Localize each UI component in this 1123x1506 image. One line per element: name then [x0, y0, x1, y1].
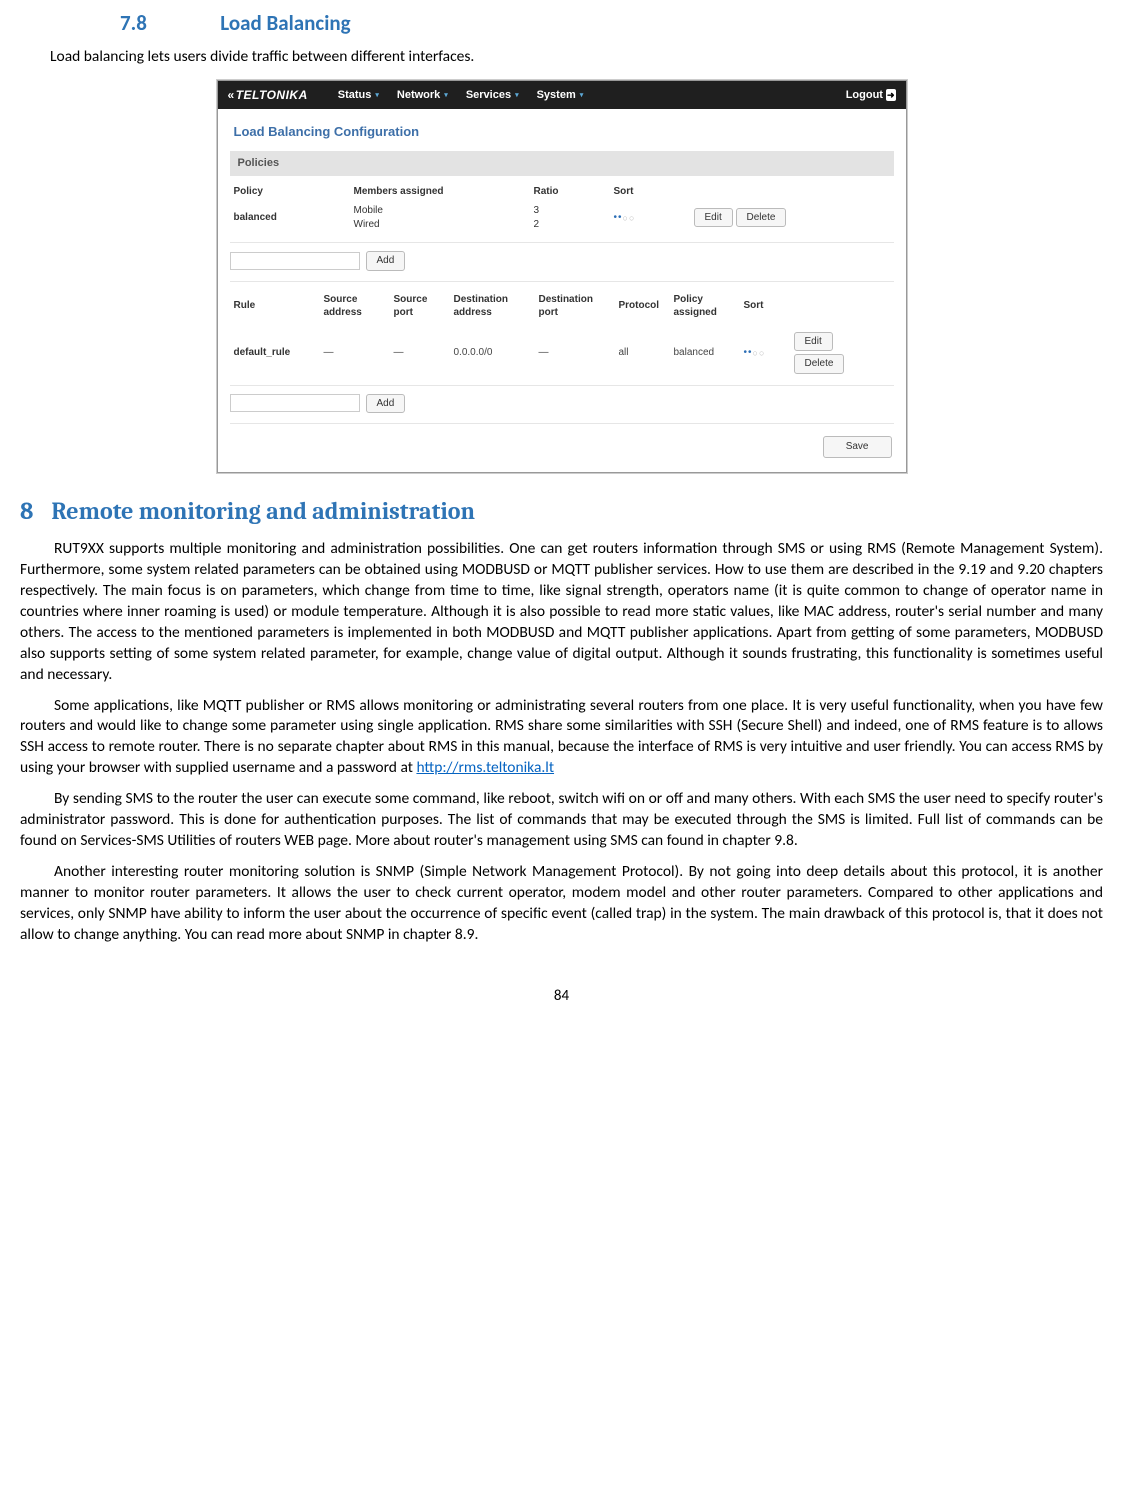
topbar: TELTONIKA Status Network Services System… — [218, 81, 906, 109]
edit-button[interactable]: Edit — [794, 332, 833, 352]
member-2: Wired — [354, 218, 526, 232]
ratio-2: 2 — [534, 218, 606, 232]
save-button[interactable]: Save — [823, 436, 892, 458]
screenshot-body: Load Balancing Configuration Policies Po… — [218, 109, 906, 471]
col-policy-assigned: Policy assigned — [670, 290, 740, 323]
col-protocol: Protocol — [615, 296, 670, 316]
col-src-port: Source port — [390, 290, 450, 323]
rule-name: default_rule — [230, 343, 320, 363]
col-sort: Sort — [610, 182, 690, 202]
nav-network[interactable]: Network — [397, 88, 448, 103]
rule-dst-addr: 0.0.0.0/0 — [450, 343, 535, 363]
paragraph-2-text: Some applications, like MQTT publisher o… — [20, 696, 1103, 778]
member-1: Mobile — [354, 204, 526, 218]
rule-policy: balanced — [670, 343, 740, 363]
heading-7-8: 7.8 Load Balancing — [120, 8, 1103, 39]
top-nav: Status Network Services System — [338, 88, 846, 103]
section-number: 7.8 — [120, 9, 215, 37]
delete-button[interactable]: Delete — [794, 354, 845, 374]
page-number: 84 — [20, 986, 1103, 1006]
rule-add-input[interactable] — [230, 394, 360, 412]
paragraph-2: Some applications, like MQTT publisher o… — [20, 696, 1103, 780]
save-row: Save — [230, 432, 894, 458]
screenshot-container: TELTONIKA Status Network Services System… — [20, 80, 1103, 472]
rules-columns: Rule Source address Source port Destinat… — [230, 290, 894, 323]
delete-button[interactable]: Delete — [736, 208, 787, 228]
paragraph-3: By sending SMS to the router the user ca… — [20, 789, 1103, 852]
rule-add-row: Add — [230, 394, 894, 414]
paragraph-1: RUT9XX supports multiple monitoring and … — [20, 539, 1103, 685]
ratio-1: 3 — [534, 204, 606, 218]
section-title: Load Balancing — [220, 10, 350, 36]
page-title: Load Balancing Configuration — [234, 123, 894, 141]
logout-link[interactable]: Logout — [846, 88, 896, 103]
col-dst-addr: Destination address — [450, 290, 535, 323]
section-title: Remote monitoring and administration — [51, 497, 475, 525]
nav-system[interactable]: System — [537, 88, 584, 103]
policies-columns: Policy Members assigned Ratio Sort — [230, 182, 894, 202]
col-rule: Rule — [230, 296, 320, 316]
policy-name: balanced — [230, 208, 350, 228]
policy-add-input[interactable] — [230, 252, 360, 270]
add-button[interactable]: Add — [366, 251, 406, 271]
intro-text: Load balancing lets users divide traffic… — [50, 47, 1103, 68]
col-src-addr: Source address — [320, 290, 390, 323]
policy-actions: Edit Delete — [690, 205, 870, 231]
col-rule-sort: Sort — [740, 296, 790, 316]
col-ratio: Ratio — [530, 182, 610, 202]
col-dst-port: Destination port — [535, 290, 615, 323]
section-number: 8 — [20, 497, 33, 525]
rule-row: default_rule — — 0.0.0.0/0 — all balance… — [230, 329, 894, 377]
policy-sort[interactable]: ••○○ — [610, 208, 690, 228]
col-policy: Policy — [230, 182, 350, 202]
policy-row: balanced Mobile Wired 3 2 ••○○ Edit Dele… — [230, 201, 894, 234]
heading-8: 8 Remote monitoring and administration — [20, 495, 1103, 527]
rule-protocol: all — [615, 343, 670, 363]
rule-dst-port: — — [535, 343, 615, 363]
nav-services[interactable]: Services — [466, 88, 519, 103]
rms-link[interactable]: http://rms.teltonika.lt — [416, 758, 554, 777]
paragraph-4: Another interesting router monitoring so… — [20, 862, 1103, 946]
policy-members: Mobile Wired — [350, 201, 530, 234]
col-members: Members assigned — [350, 182, 530, 202]
add-button[interactable]: Add — [366, 394, 406, 414]
policy-ratios: 3 2 — [530, 201, 610, 234]
policy-add-row: Add — [230, 251, 894, 271]
policies-header: Policies — [230, 151, 894, 176]
rule-actions: Edit Delete — [790, 329, 880, 377]
brand-logo: TELTONIKA — [228, 87, 308, 103]
rule-src-addr: — — [320, 343, 390, 363]
edit-button[interactable]: Edit — [694, 208, 733, 228]
rule-sort[interactable]: ••○○ — [740, 343, 790, 363]
rule-src-port: — — [390, 343, 450, 363]
router-screenshot: TELTONIKA Status Network Services System… — [217, 80, 907, 472]
nav-status[interactable]: Status — [338, 88, 379, 103]
